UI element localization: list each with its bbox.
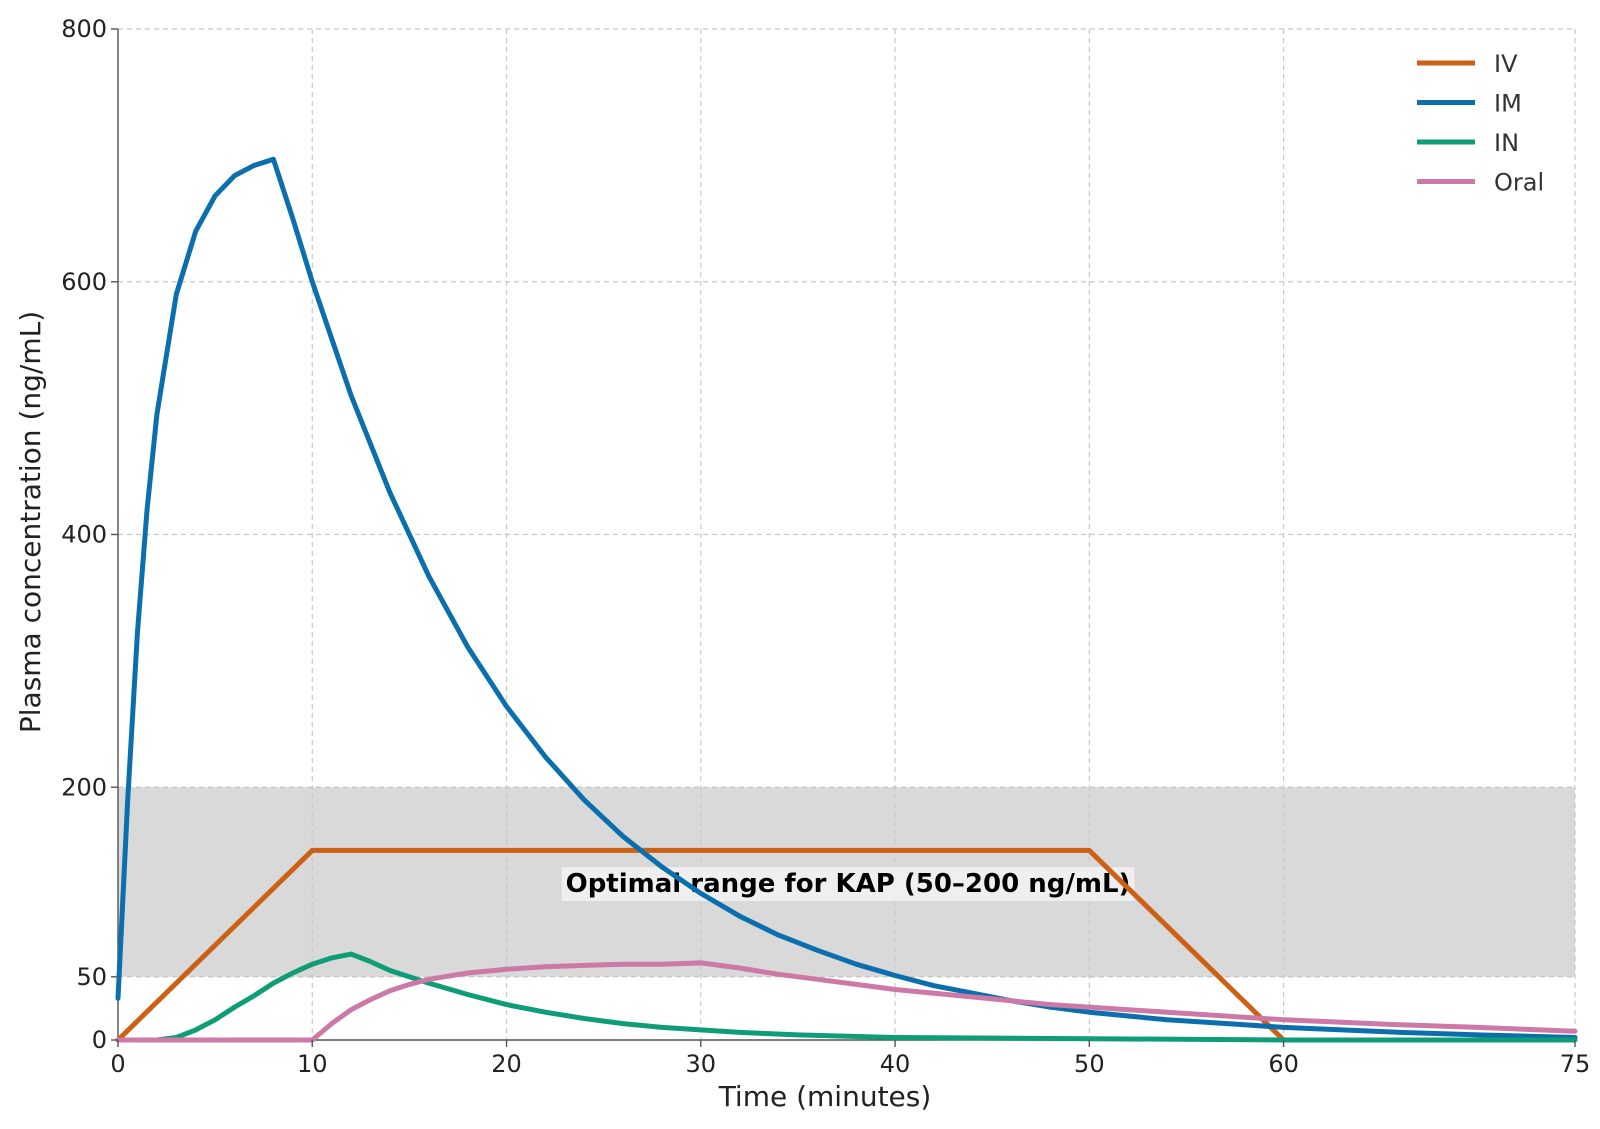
series-line-in bbox=[115, 951, 1578, 1043]
y-tick-label-50: 50 bbox=[76, 963, 107, 991]
x-axis-label: Time (minutes) bbox=[718, 1080, 932, 1113]
x-tick-label-10: 10 bbox=[297, 1050, 328, 1078]
optimal-range-label: Optimal range for KAP (50–200 ng/mL) bbox=[566, 869, 1131, 899]
x-tick-label-60: 60 bbox=[1268, 1050, 1299, 1078]
series-line-iv bbox=[115, 847, 1287, 1043]
legend-label-oral: Oral bbox=[1494, 169, 1544, 197]
x-tick-label-75: 75 bbox=[1560, 1050, 1591, 1078]
x-tick-label-30: 30 bbox=[686, 1050, 717, 1078]
annotation-layer: Optimal range for KAP (50–200 ng/mL) bbox=[561, 867, 1135, 902]
optimal-range-label-box bbox=[561, 867, 1135, 902]
y-tick-label-0: 0 bbox=[92, 1026, 107, 1054]
series-layer bbox=[115, 156, 1578, 1043]
y-axis-label: Plasma concentration (ng/mL) bbox=[14, 311, 47, 733]
series-line-im bbox=[115, 156, 1578, 1040]
x-tick-label-50: 50 bbox=[1074, 1050, 1105, 1078]
tick-labels: 0 10 20 30 40 50 60 75 0 50 200 400 600 800 bbox=[61, 15, 1590, 1078]
x-tick-label-40: 40 bbox=[880, 1050, 911, 1078]
y-tick-label-200: 200 bbox=[61, 773, 107, 801]
y-tick-label-800: 800 bbox=[61, 15, 107, 43]
legend-label-im: IM bbox=[1494, 90, 1522, 118]
y-tick-label-400: 400 bbox=[61, 521, 107, 549]
legend-label-iv: IV bbox=[1494, 50, 1518, 78]
series-line-oral bbox=[115, 960, 1578, 1043]
legend: IV IM IN Oral bbox=[1417, 50, 1544, 197]
legend-label-in: IN bbox=[1494, 129, 1519, 157]
y-tick-label-600: 600 bbox=[61, 268, 107, 296]
x-tick-label-20: 20 bbox=[491, 1050, 522, 1078]
x-tick-label-0: 0 bbox=[110, 1050, 125, 1078]
